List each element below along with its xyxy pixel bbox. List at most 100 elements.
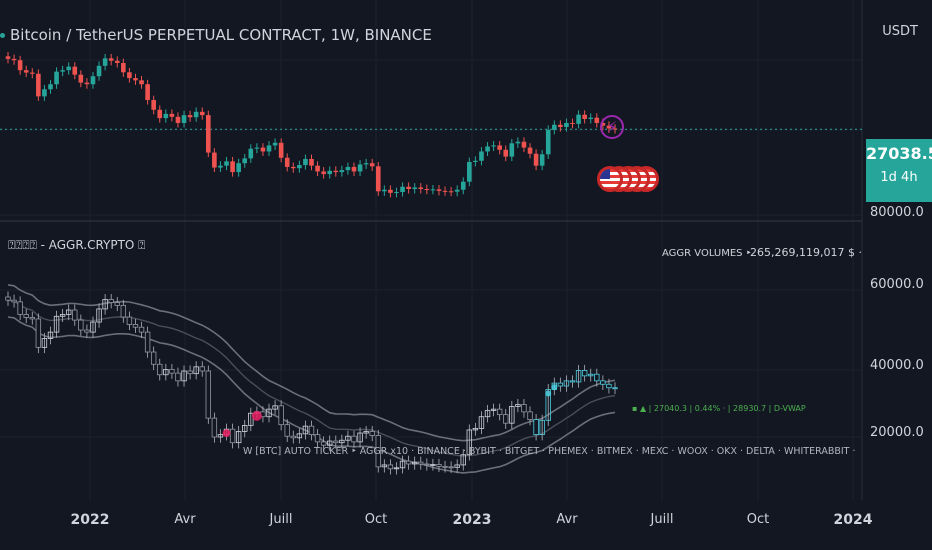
candle-body: [224, 161, 229, 166]
candle-body: [96, 65, 102, 77]
candle-body: [430, 189, 436, 191]
aggr-candle-body: [102, 299, 108, 310]
candle-body: [382, 189, 387, 192]
aggr-candle-body: [496, 408, 503, 416]
candle-body: [564, 122, 569, 128]
candle-body: [121, 62, 126, 73]
aggr-candle-body: [53, 315, 60, 333]
candle-body: [90, 76, 96, 85]
candle-body: [558, 124, 563, 128]
indicator-title[interactable]: ⍰⍰⍰⍰ - AGGR.CRYPTO ⍰: [8, 238, 146, 252]
candle-body: [284, 157, 290, 167]
candle-body: [497, 145, 502, 150]
candle-body: [11, 58, 17, 61]
time-tick: Juill: [269, 512, 293, 527]
candle-body: [17, 60, 23, 71]
time-tick: 2022: [70, 512, 110, 528]
aggr-candle-body: [503, 414, 509, 424]
candle-body: [327, 170, 333, 175]
candle-body: [418, 187, 424, 189]
aggr-candle-body: [126, 316, 133, 325]
candle-body: [193, 111, 199, 118]
aggr-candle-body: [454, 464, 460, 468]
candle-body: [369, 163, 375, 167]
aggr-candle-body: [509, 406, 515, 424]
time-tick: Oct: [746, 512, 770, 527]
us-flag-icon[interactable]: [597, 166, 623, 192]
aggr-candle-body: [569, 380, 576, 383]
aggr-candle-body: [399, 460, 406, 469]
aggr-candle-body: [187, 370, 193, 375]
candle-body: [254, 147, 260, 149]
candle-body: [102, 58, 108, 66]
candle-body: [212, 152, 217, 168]
aggr-candle-body: [387, 464, 394, 470]
price-tick: 60000.0: [870, 277, 924, 292]
aggr-candle-body: [296, 433, 303, 439]
candle-body: [5, 56, 11, 59]
signal-dot: [545, 390, 552, 397]
candle-body: [266, 145, 272, 152]
candle-body: [199, 111, 205, 116]
candle-body: [503, 149, 509, 157]
aggr-candle-body: [345, 435, 351, 441]
time-tick: Juill: [650, 512, 674, 527]
aggr-candle-body: [132, 324, 139, 328]
aggr-candle-body: [35, 318, 42, 348]
aggr-candle-body: [606, 383, 612, 389]
aggr-candle-body: [217, 434, 224, 438]
currency-label[interactable]: USDT: [882, 24, 918, 39]
candle-body: [29, 72, 35, 74]
aggr-candle-body: [90, 321, 96, 333]
aggr-candle-body: [490, 408, 497, 411]
aggr-candle-body: [157, 363, 163, 376]
aggr-candle-body: [163, 369, 169, 376]
aggr-candle-body: [84, 329, 90, 333]
aggr-candle-body: [405, 460, 412, 465]
aggr-candle-body: [138, 326, 145, 333]
aggr-candle-body: [72, 309, 78, 321]
aggr-candle-body: [302, 425, 309, 435]
aggr-candle-body: [612, 387, 618, 390]
candle-body: [436, 189, 442, 191]
candle-body: [582, 114, 587, 119]
aggr-candle-body: [17, 301, 23, 315]
candle-body: [448, 191, 454, 193]
aggr-candle-body: [266, 408, 272, 418]
aggr-candle-body: [272, 405, 278, 410]
candle-body: [412, 187, 417, 189]
candle-body: [357, 164, 363, 172]
lightning-icon[interactable]: ⚡: [600, 115, 624, 139]
aggr-candles: [5, 291, 618, 475]
exchanges-line: W [BTC] AUTO TICKER ‣ AGGR x10 · BINANCE…: [243, 446, 856, 457]
aggr-candle-body: [442, 465, 448, 468]
candle-body: [539, 154, 545, 166]
aggr-candle-body: [175, 372, 181, 382]
aggr-candle-body: [181, 370, 187, 382]
candle-body: [375, 166, 381, 192]
vwap-stats: ▪ ▲ | 27040.3 | 0.44% · | 28930.7 | D-VW…: [632, 404, 806, 413]
chart-title[interactable]: Bitcoin / TetherUS PERPETUAL CONTRACT, 1…: [10, 26, 432, 44]
aggr-candle-body: [108, 299, 114, 303]
candle-body: [108, 58, 114, 61]
candle-body: [181, 115, 187, 123]
current-price-tag: 27038.5 1d 4h: [866, 139, 932, 202]
aggr-candle-body: [375, 435, 381, 468]
candle-body: [48, 84, 53, 90]
candle-body: [394, 192, 399, 194]
time-tick: Oct: [364, 512, 388, 527]
aggr-candle-body: [436, 464, 442, 467]
aggr-candle-body: [521, 404, 527, 413]
aggr-candle-body: [193, 366, 199, 375]
aggr-candle-body: [114, 302, 120, 306]
time-tick: 2023: [452, 512, 492, 528]
ma-band-mid: [7, 299, 616, 457]
candle-body: [339, 170, 345, 173]
candle-body: [594, 117, 600, 123]
candle-body: [248, 148, 254, 159]
aggr-candle-body: [229, 428, 236, 444]
candle-body: [187, 115, 193, 118]
candle-body: [60, 70, 65, 72]
candle-body: [157, 109, 163, 119]
